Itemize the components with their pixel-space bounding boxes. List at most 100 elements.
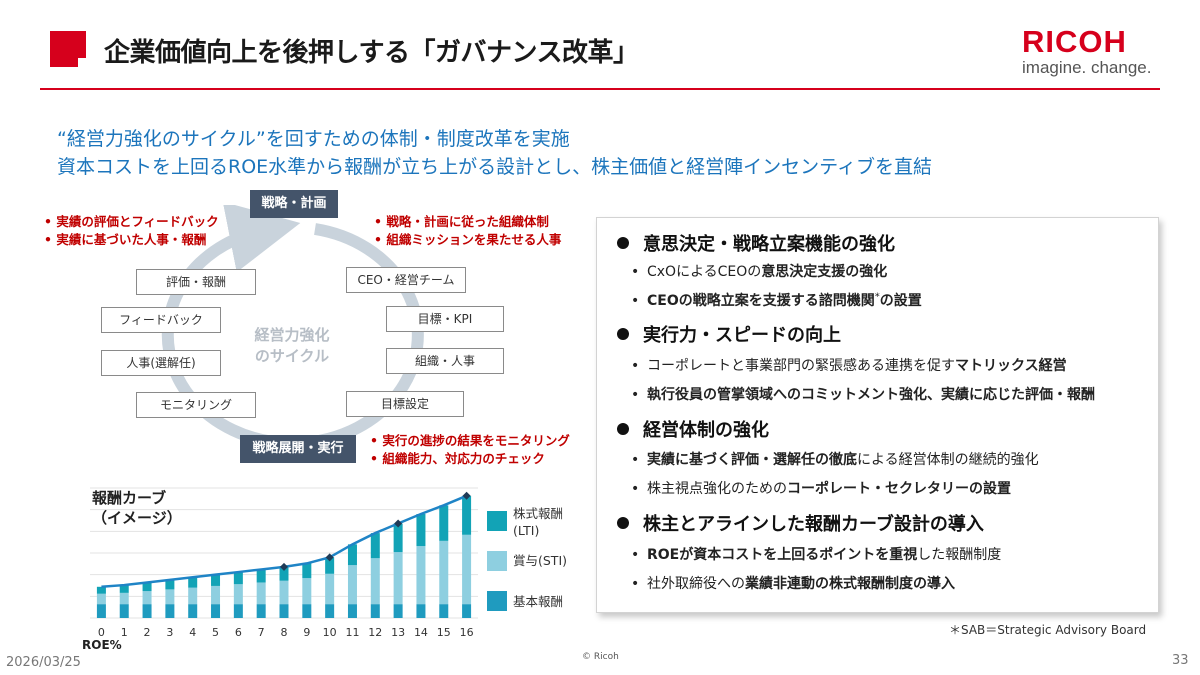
note-item: 実績に基づいた人事・報酬 (44, 231, 219, 249)
slide-date: 2026/03/25 (6, 655, 81, 670)
section-item: CxOによるCEOの意思決定支援の強化 (631, 261, 887, 281)
strategy-execution-box: 戦略展開・実行 (240, 435, 356, 463)
chart-bar-segment (279, 580, 289, 605)
item-text-segment: 株主視点強化のための (647, 481, 787, 497)
cycle-box-ceo-team: CEO・経営チーム (346, 267, 466, 293)
chart-bar-segment (325, 573, 335, 605)
chart-bar-segment (370, 558, 380, 605)
section-item: ROEが資本コストを上回るポイントを重視した報酬制度 (631, 544, 1001, 564)
chart-bar-segment (233, 584, 243, 605)
chart-bar-segment (188, 577, 198, 588)
item-text-segment: CxOによるCEOの (647, 264, 762, 280)
chart-bar-segment (165, 579, 175, 590)
chart-trend (101, 491, 471, 589)
subheadline-line-1: “経営力強化のサイクル”を回すための体制・制度改革を実施 (57, 128, 570, 150)
chart-bar-segment (393, 523, 403, 553)
chart-bar-segment (393, 552, 403, 605)
cycle-box-feedback: フィードバック (101, 307, 221, 333)
legend-swatch-base (487, 591, 507, 611)
item-text-segment: 業績非連動の株式報酬制度の導入 (745, 576, 955, 592)
bullet-dot-icon (617, 237, 629, 249)
chart-bar-segment (325, 557, 335, 574)
chart-x-tick-label: 5 (212, 626, 219, 639)
chart-bar-segment (142, 582, 152, 592)
item-text-segment: 社外取締役への (647, 576, 745, 592)
section-heading: 実行力・スピードの向上 (617, 321, 841, 347)
notes-top-left: 実績の評価とフィードバック 実績に基づいた人事・報酬 (44, 213, 219, 249)
chart-x-tick-label: 16 (460, 626, 474, 639)
chart-bar-segment (256, 569, 266, 583)
section-heading-text: 株主とアラインした報酬カーブ設計の導入 (643, 514, 984, 535)
chart-x-tick-label: 11 (345, 626, 359, 639)
note-item: 組織ミッションを果たせる人事 (374, 231, 561, 249)
chart-bar-segment (165, 589, 175, 605)
chart-bar-segment (393, 604, 403, 618)
section-heading-text: 実行力・スピードの向上 (643, 325, 841, 346)
chart-bar-segment (302, 578, 312, 605)
chart-bar-segment (347, 604, 357, 618)
page-title: 企業価値向上を後押しする「ガバナンス改革」 (104, 38, 639, 68)
chart-bar-segment (256, 604, 266, 618)
chart-x-ticks: 0 1 2 3 4 5 6 7 8 9 10 11 12 13 14 15 16 (98, 626, 474, 639)
title-accent-notch (78, 58, 88, 68)
chart-x-tick-label: 0 (98, 626, 105, 639)
section-item: 社外取締役への業績非連動の株式報酬制度の導入 (631, 573, 955, 593)
chart-x-tick-label: 12 (368, 626, 382, 639)
chart-trend-marker (325, 553, 334, 562)
item-text-segment: コーポレートと事業部門の緊張感ある連携を促す (647, 358, 955, 374)
chart-trend-marker (462, 491, 471, 500)
chart-x-tick-label: 14 (414, 626, 428, 639)
note-item: 実行の進捗の結果をモニタリング (370, 432, 570, 450)
item-text-segment: 実績に基づく評価・選解任の徹底 (647, 452, 857, 468)
chart-bar-segment (211, 574, 221, 586)
chart-bar-segment (96, 593, 106, 605)
legend-swatch-lti (487, 511, 507, 531)
chart-bar-segment (370, 533, 380, 559)
chart-trend-marker (394, 519, 403, 528)
section-item: 株主視点強化のためのコーポレート・セクレタリーの設置 (631, 478, 1011, 498)
section-item: コーポレートと事業部門の緊張感ある連携を促すマトリックス経営 (631, 355, 1067, 375)
cycle-box-target-setting: 目標設定 (346, 391, 464, 417)
chart-bar-segment (233, 604, 243, 618)
item-text-segment: の設置 (879, 293, 922, 309)
chart-bar-segment (416, 546, 426, 605)
cycle-box-kpi: 目標・KPI (386, 306, 504, 332)
legend-label-lti: 株式報酬(LTI) (513, 506, 564, 538)
cycle-box-monitoring: モニタリング (136, 392, 256, 418)
item-text-segment: コーポレート・セクレタリーの設置 (787, 481, 1011, 497)
chart-title-line-1: 報酬カーブ (92, 489, 167, 507)
note-item: 実績の評価とフィードバック (44, 213, 218, 231)
item-text-segment: CEOの戦略立案を支援する諮問機関 (647, 293, 875, 309)
cycle-center-line-2: のサイクル (254, 347, 330, 365)
chart-bar-segment (119, 592, 129, 605)
chart-bar-segment (188, 587, 198, 605)
chart-bar-segment (439, 540, 449, 605)
chart-bar-segment (96, 586, 106, 594)
cycle-center-label: 経営力強化 のサイクル (232, 325, 352, 367)
cycle-center-line-1: 経営力強化 (254, 326, 330, 344)
brand-tagline: imagine. change. (1022, 58, 1152, 77)
item-text-segment: 意思決定支援の強化 (761, 264, 888, 280)
subheadline-line-2: 資本コストを上回るROE水準から報酬が立ち上がる設計とし、株主価値と経営陣インセ… (57, 156, 933, 178)
chart-trend-marker (280, 562, 288, 571)
chart-bar-segment (325, 604, 335, 618)
chart-bar-segment (142, 604, 152, 618)
chart-bar-segment (279, 566, 289, 581)
section-item: CEOの戦略立案を支援する諮問機関*の設置 (631, 290, 922, 310)
chart-bar-segment (142, 591, 152, 605)
legend-label-base: 基本報酬 (513, 594, 564, 609)
chart-bar-segment (462, 495, 472, 535)
chart-x-tick-label: 13 (391, 626, 405, 639)
chart-title-line-2: （イメージ） (92, 509, 182, 527)
strategy-plan-box: 戦略・計画 (250, 190, 338, 218)
legend-swatch-sti (487, 551, 507, 571)
chart-x-tick-label: 10 (323, 626, 337, 639)
chart-bar-segment (439, 505, 449, 541)
ricoh-logo: RICOH (1022, 24, 1127, 59)
chart-x-tick-label: 2 (144, 626, 151, 639)
chart-x-tick-label: 1 (121, 626, 128, 639)
notes-bottom-right: 実行の進捗の結果をモニタリング 組織能力、対応力のチェック (370, 432, 570, 468)
governance-panel: 意思決定・戦略立案機能の強化 CxOによるCEOの意思決定支援の強化 CEOの戦略立… (596, 217, 1159, 613)
chart-bar-segment (211, 585, 221, 605)
compensation-chart: 0 1 2 3 4 5 6 7 8 9 10 11 12 13 14 15 16 (90, 487, 478, 639)
